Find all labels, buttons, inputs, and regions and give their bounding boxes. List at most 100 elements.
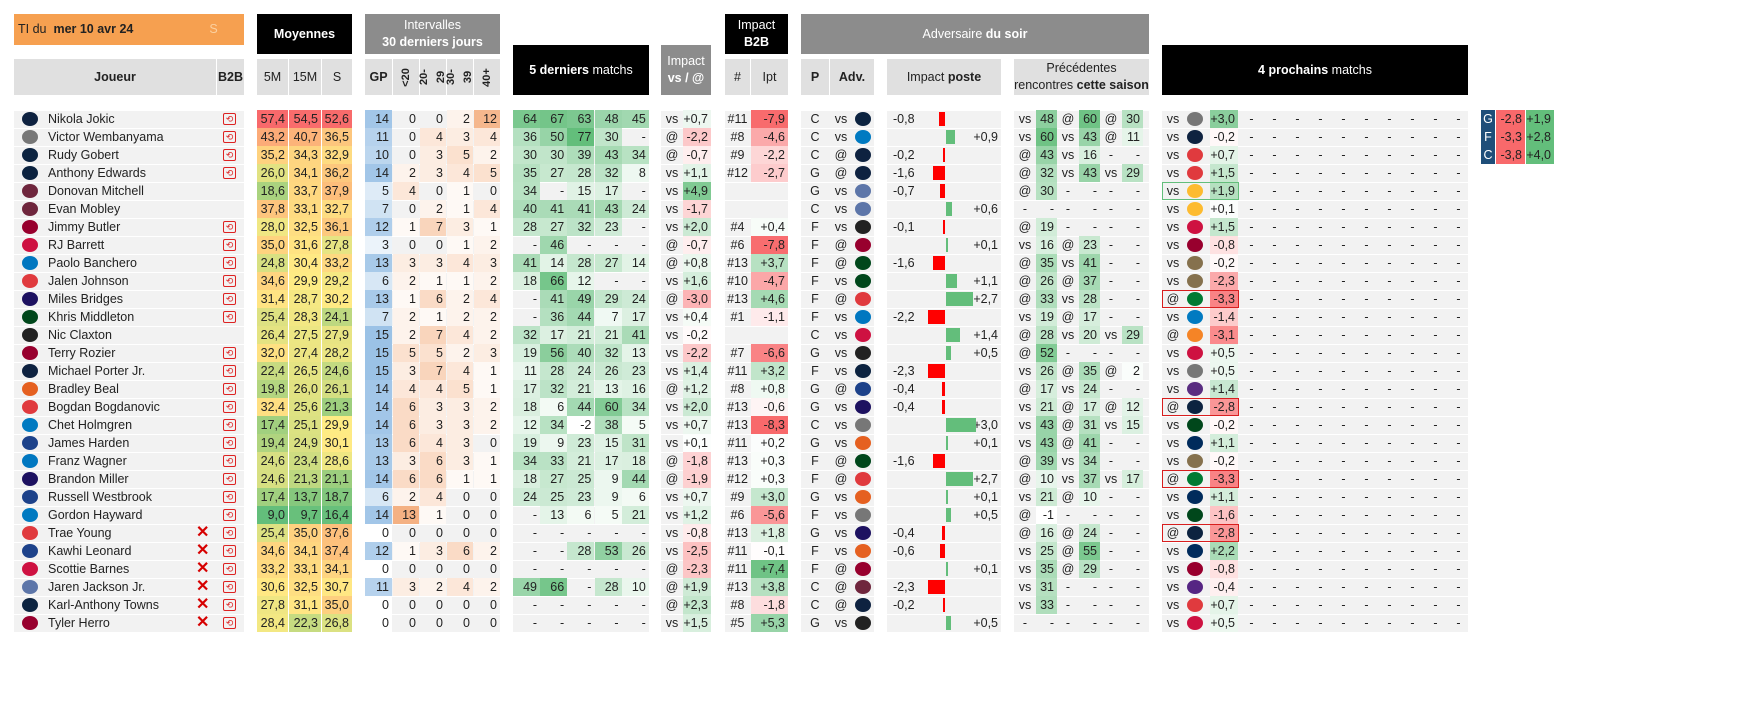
next-slot[interactable]: - [1249,490,1254,504]
next-slot[interactable]: - [1387,382,1392,396]
last-game-cell[interactable]: 38 [594,416,622,434]
previous-score[interactable]: 41 [1079,434,1100,452]
next-slot[interactable]: - [1456,544,1461,558]
player-name[interactable]: Jimmy Butler [48,220,121,234]
last-game-cell[interactable]: 35 [513,164,540,182]
table-row[interactable]: Scottie Barnes ⟲ ✕ 33,2 33,1 34,1 0 0 0 0 0- - - - - @ -… [0,560,1740,578]
adv-home-away[interactable]: @ [834,166,848,180]
next-slot[interactable]: - [1318,562,1323,576]
next-slot[interactable]: - [1272,202,1277,216]
impact-poste[interactable]: -0,4 [893,382,915,396]
range-cell[interactable]: 3 [420,164,446,182]
next-slot[interactable]: - [1249,292,1254,306]
next-slot[interactable]: - [1433,616,1438,630]
next-slot[interactable]: - [1318,184,1323,198]
gp-cell[interactable]: 6 [365,488,392,506]
impact-ha[interactable]: +0,7 [683,110,711,128]
previous-ha[interactable]: @ [1061,490,1075,504]
col-p[interactable]: P [801,59,829,95]
position[interactable]: C [810,418,820,432]
adv-home-away[interactable]: @ [834,598,848,612]
previous-ha[interactable]: - [1065,202,1071,216]
home-away[interactable]: vs [665,274,679,288]
avg-15m[interactable]: 34,3 [289,146,321,164]
next-slot[interactable]: - [1249,346,1254,360]
range-cell[interactable]: 3 [474,254,500,272]
last-game-cell[interactable]: 66 [540,272,568,290]
next-impact[interactable]: +0,7 [1210,146,1238,164]
next-slot[interactable]: - [1318,490,1323,504]
last-game-cell[interactable]: 27 [540,470,568,488]
impact-poste[interactable]: +2,7 [973,472,998,486]
impact-ha[interactable]: -0,8 [683,524,711,542]
next-slot[interactable]: - [1318,310,1323,324]
table-row[interactable]: RJ Barrett ⟲ 35,0 31,6 27,8 3 0 0 1 2-46- - - @ -0,7 #… [0,236,1740,254]
previous-ha[interactable]: vs [1018,580,1032,594]
next-impact[interactable]: +2,2 [1210,542,1238,560]
previous-score[interactable]: 34 [1079,452,1100,470]
table-row[interactable]: Khris Middleton ⟲ 25,4 28,3 24,1 7 2 1 2 2-36 44 7 1… [0,308,1740,326]
avg-15m[interactable]: 33,1 [289,200,321,218]
next-slot[interactable]: - [1456,580,1461,594]
previous-score[interactable]: 39 [1036,452,1057,470]
next-slot[interactable]: - [1410,184,1415,198]
range-cell[interactable]: 7 [420,362,446,380]
range-cell[interactable]: 1 [393,542,419,560]
next-impact[interactable]: -2,8 [1210,524,1238,542]
avg-15m[interactable]: 34,1 [289,542,321,560]
range-cell[interactable]: 7 [420,218,446,236]
previous-ha[interactable]: - [1022,202,1028,216]
last-game-cell[interactable]: 19 [513,434,540,452]
next-slot[interactable]: - [1410,274,1415,288]
table-row[interactable]: Franz Wagner ⟲ 24,6 23,4 28,6 13 3 6 3 1 34 33 21 17 1… [0,452,1740,470]
previous-ha[interactable]: @ [1104,400,1118,414]
next-home-away[interactable]: vs [1166,220,1180,234]
avg-season[interactable]: 52,6 [322,110,352,128]
previous-score[interactable]: 32 [1036,164,1057,182]
next-impact[interactable]: +1,5 [1210,164,1238,182]
next-impact[interactable]: +0,5 [1210,614,1238,632]
previous-ha[interactable]: vs [1061,256,1075,270]
avg-5m[interactable]: 26,4 [257,326,288,344]
last-game-cell[interactable]: - [532,238,537,252]
next-slot[interactable]: - [1410,148,1415,162]
last-game-cell[interactable]: 43 [594,146,622,164]
avg-season[interactable]: 33,2 [322,254,352,272]
next-slot[interactable]: - [1387,418,1392,432]
last-game-cell[interactable]: - [614,274,619,288]
last-game-cell[interactable]: 21 [621,506,649,524]
next-slot[interactable]: - [1433,508,1438,522]
b2b-rank[interactable] [725,182,750,200]
previous-ha[interactable]: vs [1061,328,1075,342]
range-cell[interactable]: 0 [490,508,497,522]
next-impact[interactable]: +0,1 [1210,200,1238,218]
gp-cell[interactable]: 10 [365,146,392,164]
next-slot[interactable]: - [1456,382,1461,396]
b2b-rank[interactable] [725,200,750,218]
next-home-away[interactable]: vs [1166,490,1180,504]
previous-score[interactable]: - [1092,580,1097,594]
next-impact[interactable]: +3,0 [1210,110,1238,128]
range-cell[interactable]: 0 [409,148,416,162]
home-away[interactable]: vs [665,526,679,540]
next-slot[interactable]: - [1387,220,1392,234]
range-cell[interactable]: 2 [447,110,473,128]
next-slot[interactable]: - [1410,130,1415,144]
next-slot[interactable]: - [1272,580,1277,594]
next-slot[interactable]: - [1341,220,1346,234]
avg-15m[interactable]: 40,7 [289,128,321,146]
next-slot[interactable]: - [1341,382,1346,396]
impact-poste[interactable]: +1,1 [973,274,998,288]
impact-poste[interactable]: +0,1 [973,490,998,504]
avg-season[interactable]: 28,6 [322,452,352,470]
avg-season[interactable]: 34,1 [322,560,352,578]
side-neg[interactable]: -3,3 [1496,128,1525,146]
home-away[interactable]: vs [665,346,679,360]
last-game-cell[interactable]: 17 [621,308,649,326]
table-row[interactable]: Anthony Edwards ⟲ 26,0 34,1 36,2 14 2 3 4 5 35 27 28… [0,164,1740,182]
previous-score[interactable]: 2 [1122,362,1143,380]
position[interactable]: F [811,472,819,486]
home-away[interactable]: vs [665,418,679,432]
avg-season[interactable]: 27,8 [322,236,352,254]
last-game-cell[interactable]: 36 [513,128,540,146]
